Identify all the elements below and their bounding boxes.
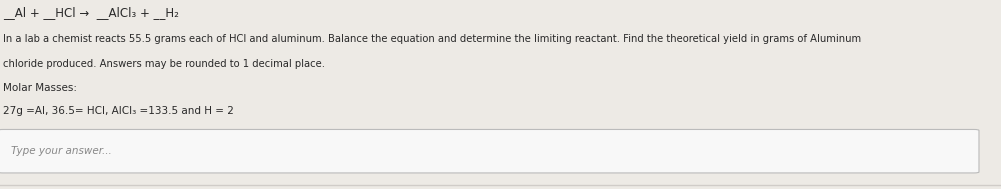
Text: chloride produced. Answers may be rounded to 1 decimal place.: chloride produced. Answers may be rounde… [3,59,325,69]
Text: In a lab a chemist reacts 55.5 grams each of HCl and aluminum. Balance the equat: In a lab a chemist reacts 55.5 grams eac… [3,34,861,44]
Text: 27g =Al, 36.5= HCl, AlCl₃ =133.5 and H = 2: 27g =Al, 36.5= HCl, AlCl₃ =133.5 and H =… [3,106,234,116]
Text: Type your answer...: Type your answer... [11,146,112,156]
Text: Molar Masses:: Molar Masses: [3,83,77,93]
Text: __Al + __HCl →  __AlCl₃ + __H₂: __Al + __HCl → __AlCl₃ + __H₂ [3,6,179,19]
FancyBboxPatch shape [0,129,979,173]
